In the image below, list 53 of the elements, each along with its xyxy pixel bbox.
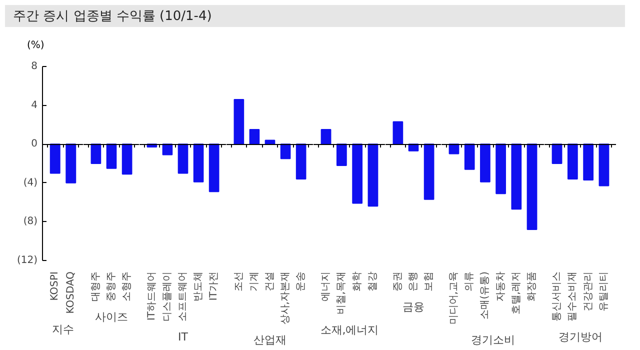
x-tick-label: 은행 — [408, 272, 419, 292]
x-tick-label: 에너지 — [320, 272, 332, 302]
y-tick-label: 0 — [31, 138, 38, 150]
bar — [296, 144, 306, 180]
x-tick-label: 상사,자본재 — [280, 271, 292, 325]
x-tick-label: 소프트웨어 — [178, 272, 188, 322]
x-tick-label: 운송 — [296, 272, 307, 292]
x-tick-label: 보험 — [424, 272, 435, 292]
x-tick-label: 화장품 — [526, 272, 538, 302]
x-axis-title: 지수 — [52, 322, 74, 336]
x-axis-title: 경기소비 — [471, 334, 515, 347]
y-tick-label: 8 — [31, 61, 38, 72]
y-axis-title: (%) — [27, 39, 44, 53]
x-tick-label: 소형주 — [122, 272, 133, 302]
x-tick-label: 필수소비재 — [567, 272, 578, 322]
x-tick-label: 건설 — [264, 272, 276, 292]
x-axis-title: 소재,에너지 — [320, 324, 379, 337]
x-tick-label: 조선 — [233, 272, 244, 292]
x-tick-label: 의류 — [464, 272, 476, 292]
x-tick-label: 통신서비스 — [552, 272, 563, 322]
x-axis-title: 사이즈 — [95, 310, 128, 324]
x-tick-label: 소매(유통) — [480, 271, 491, 320]
x-tick-label: 디스플레이 — [162, 272, 173, 322]
x-tick-label: 철강 — [367, 272, 378, 292]
x-tick-label: 증권 — [392, 272, 404, 292]
bar — [264, 140, 276, 145]
x-axis-title: IT — [178, 330, 188, 344]
x-tick-label: 호텔,레저 — [510, 271, 522, 315]
x-tick-label: 자동차 — [495, 272, 506, 302]
y-tick-label: (4) — [23, 177, 38, 188]
y-tick-label: (8) — [23, 216, 38, 228]
x-tick-label: 유틸리티 — [598, 272, 610, 312]
x-tick-label: 화학 — [352, 272, 363, 292]
x-axis-title: 금융 — [402, 300, 424, 314]
x-tick-label: 비철,목재 — [336, 271, 348, 315]
bar — [234, 98, 244, 145]
x-tick-label: KOSPI — [50, 271, 61, 301]
bar — [249, 129, 260, 145]
text: 주간 증시 업종별 수익률 (10/1-4) — [13, 8, 212, 26]
y-tick-label: 4 — [31, 100, 38, 111]
bar — [280, 144, 291, 160]
x-tick-label: 대형주 — [90, 272, 102, 302]
x-tick-label: 반도체 — [193, 272, 204, 302]
x-tick-label: IT하드웨어 — [146, 271, 158, 321]
y-tick-label: (12) — [16, 255, 38, 266]
x-tick-label: 중형주 — [106, 272, 117, 302]
x-tick-label: 건강관리 — [582, 272, 594, 312]
x-tick-label: 미디어,교육 — [448, 271, 460, 325]
x-tick-label: 기계 — [248, 272, 260, 292]
x-axis-title: 산업재 — [254, 334, 286, 347]
x-tick-label: KOSDAQ — [65, 271, 76, 314]
x-tick-label: IT가전 — [208, 271, 220, 301]
x-axis-title: 경기방어 — [558, 330, 602, 344]
